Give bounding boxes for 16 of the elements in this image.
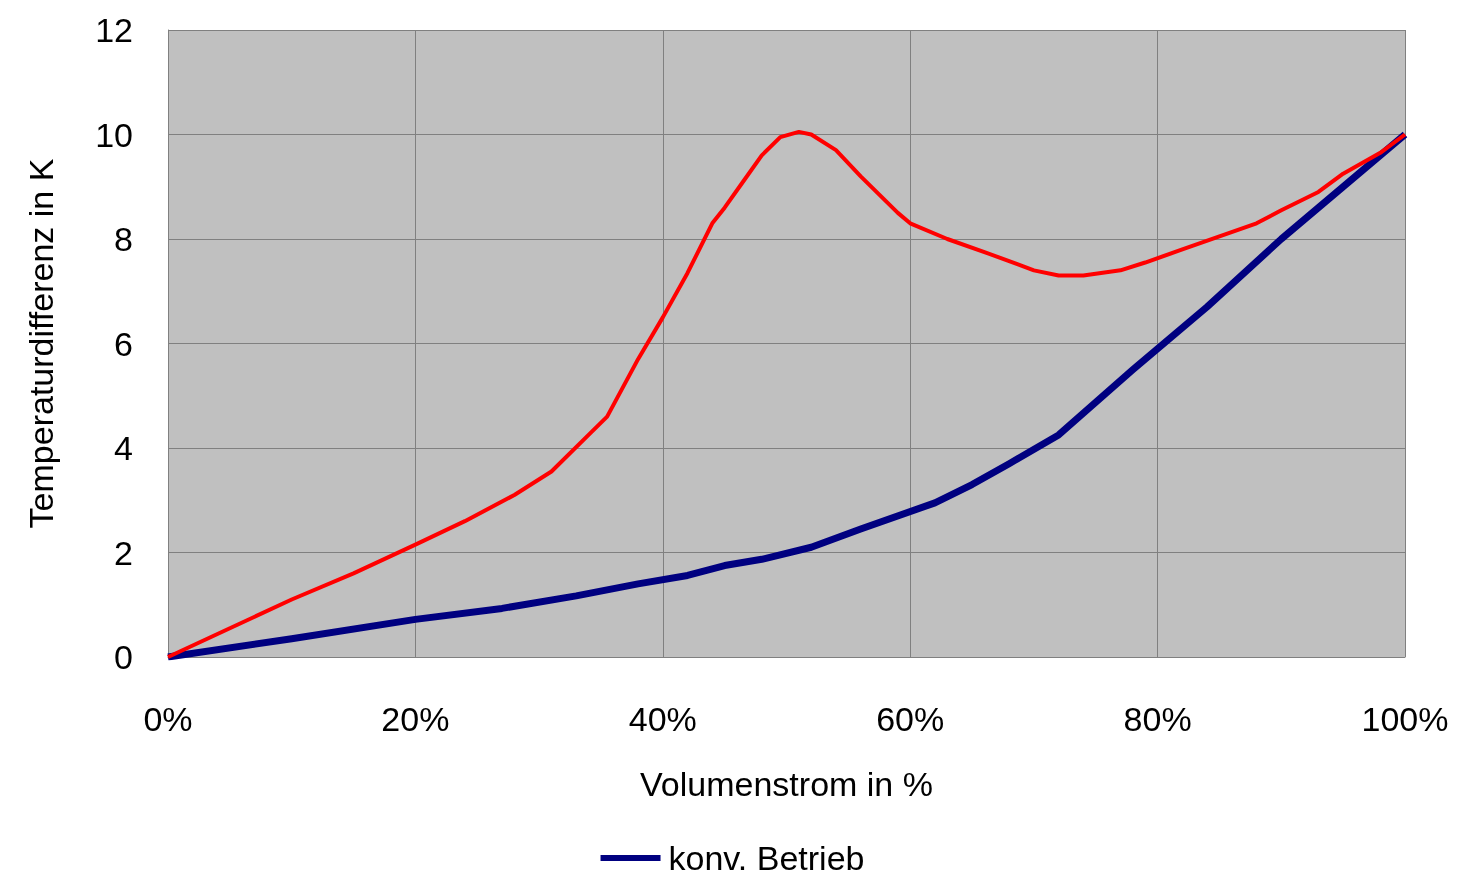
x-tick-label: 60% [876, 700, 945, 738]
y-tick-label: 6 [114, 324, 133, 363]
y-tick-label: 4 [114, 429, 133, 467]
y-axis-title: Temperaturdifferenz in K [22, 158, 60, 529]
legend-label: konv. Betrieb [668, 839, 865, 877]
y-tick-label: 8 [114, 220, 133, 258]
x-tick-label: 100% [1361, 700, 1449, 738]
y-tick-label: 2 [114, 533, 133, 572]
x-tick-label: 40% [628, 700, 697, 738]
y-tick-label: 10 [95, 115, 133, 154]
x-tick-label: 0% [143, 700, 193, 738]
x-tick-label: 20% [381, 700, 450, 738]
x-axis-title: Volumenstrom in % [640, 765, 933, 803]
y-tick-label: 12 [95, 11, 133, 49]
x-tick-label: 80% [1123, 700, 1192, 738]
y-tick-label: 0 [114, 638, 133, 676]
